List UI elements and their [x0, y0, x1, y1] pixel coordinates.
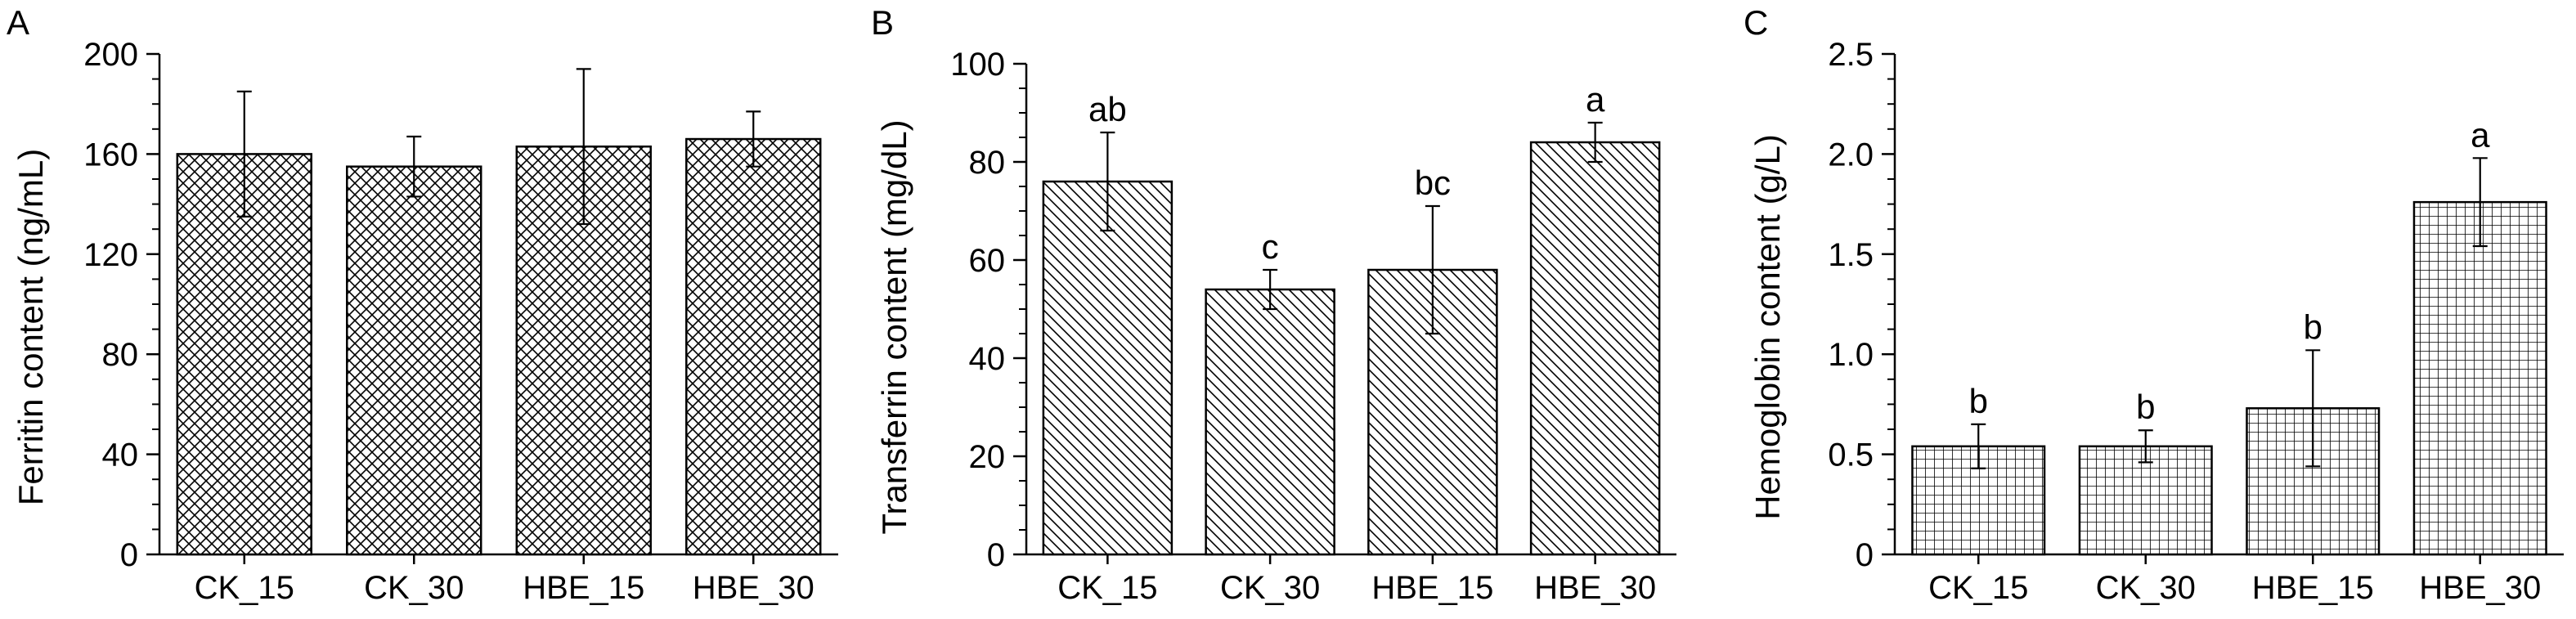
x-tick-label: HBE_30	[2419, 570, 2541, 606]
x-tick-label: HBE_15	[2252, 570, 2374, 606]
chart-panel-a: A Ferritin content (ng/mL) 0 40 80 120 160 20…	[7, 3, 838, 606]
bar-ck-30	[1205, 288, 1335, 556]
x-tick-label: HBE_15	[523, 570, 644, 606]
significance-label: a	[1586, 80, 1605, 119]
significance-label: bc	[1415, 164, 1451, 202]
y-tick-label: 2.5	[1828, 37, 1874, 73]
chart-marks-b: 0 20 40 60 80 100 ab CK_15 c CK_30 bc HBE_15 a HBE_30	[950, 47, 1676, 606]
y-tick-label: 0	[120, 537, 138, 573]
bar-hbe-30	[1529, 141, 1661, 556]
chart-marks-a: 0 40 80 120 160 200 CK_15 CK_30 HBE_15 HBE_30	[83, 37, 838, 606]
y-tick-label: 200	[83, 37, 138, 73]
bar-ck-15	[176, 153, 312, 556]
chart-marks-c: 0 0.5 1.0 1.5 2.0 2.5 b CK_15 b CK_30 b HBE_15 a HBE_…	[1828, 37, 2564, 606]
x-tick-label: CK_15	[1057, 570, 1157, 606]
panel-label-c: C	[1744, 3, 1768, 42]
bar-hbe-30	[2412, 200, 2547, 556]
x-tick-label: CK_15	[1928, 570, 2028, 606]
bar-ck-30	[2078, 445, 2213, 556]
y-tick-label: 0	[987, 537, 1005, 573]
significance-label: b	[1969, 382, 1988, 420]
significance-label: b	[2304, 307, 2322, 346]
y-tick-label: 40	[102, 437, 139, 473]
bar-ck-15	[1042, 180, 1174, 556]
x-tick-label: HBE_30	[693, 570, 815, 606]
y-tick-label: 0	[1856, 537, 1874, 573]
x-tick-label: CK_30	[2096, 570, 2196, 606]
y-tick-label: 100	[950, 47, 1005, 83]
bar-hbe-30	[685, 137, 822, 556]
y-tick-label: 40	[969, 341, 1006, 377]
x-tick-label: CK_15	[195, 570, 294, 606]
bar-ck-30	[346, 165, 482, 556]
y-tick-label: 20	[969, 439, 1006, 475]
significance-label: a	[2471, 115, 2490, 154]
y-tick-label: 160	[83, 137, 138, 173]
y-tick-label: 0.5	[1828, 437, 1874, 473]
significance-label: b	[2136, 388, 2155, 426]
x-tick-label: CK_30	[364, 570, 464, 606]
significance-label: ab	[1088, 90, 1127, 128]
chart-panel-b: B Transferrin content (mg/dL) 0 20 40 60 80 1…	[871, 3, 1676, 606]
x-tick-label: HBE_15	[1371, 570, 1493, 606]
x-tick-label: HBE_30	[1534, 570, 1656, 606]
y-axis-title-a: Ferritin content (ng/mL)	[11, 149, 50, 506]
y-axis-title-b: Transferrin content (mg/dL)	[875, 119, 913, 534]
y-tick-label: 120	[83, 237, 138, 273]
y-axis-title-c: Hemoglobin content (g/L)	[1748, 134, 1787, 520]
y-tick-label: 1.0	[1828, 337, 1874, 373]
y-tick-label: 1.5	[1828, 237, 1874, 273]
y-tick-label: 60	[969, 243, 1006, 279]
significance-label: c	[1262, 227, 1279, 266]
y-tick-label: 80	[102, 337, 139, 373]
panel-label-a: A	[7, 3, 29, 42]
panel-label-b: B	[871, 3, 894, 42]
y-tick-label: 2.0	[1828, 137, 1874, 173]
chart-panel-c: C Hemoglobin content (g/L) 0 0.5 1.0 1.5 2.0…	[1744, 3, 2564, 606]
y-tick-label: 80	[969, 145, 1006, 181]
x-tick-label: CK_30	[1220, 570, 1320, 606]
